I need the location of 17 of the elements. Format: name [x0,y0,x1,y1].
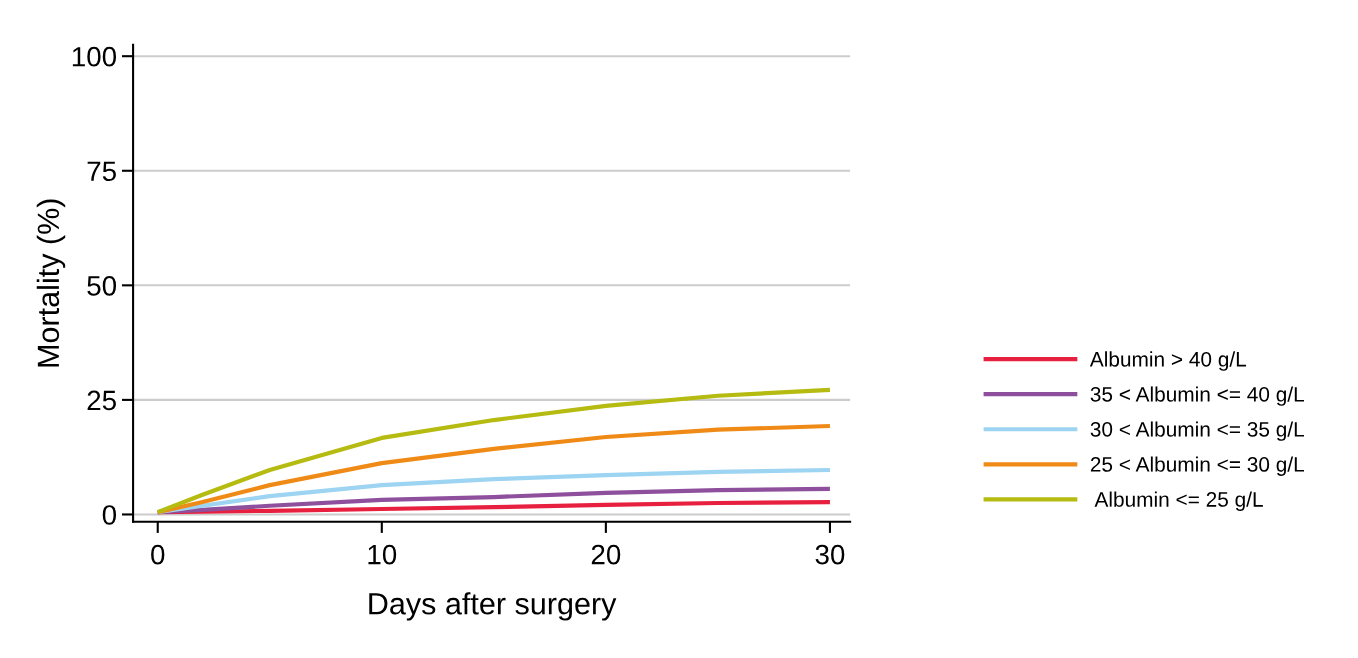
legend-label: Albumin <= 25 g/L [1094,491,1263,511]
x-tick-label: 20 [591,544,621,565]
y-axis-title: Mortality (%) [36,199,66,367]
y-tick-label: 100 [72,46,117,67]
x-tick-label: 0 [151,544,165,565]
x-axis-title: Days after surgery [369,592,617,621]
legend-label: 35 < Albumin <= 40 g/L [1090,386,1305,406]
y-tick-label: 0 [102,505,117,525]
y-tick-label: 50 [87,276,117,296]
legend-label: 25 < Albumin <= 30 g/L [1090,456,1305,476]
x-tick-label: 30 [815,544,845,565]
y-tick-label: 25 [87,390,116,411]
legend-label: Albumin > 40 g/L [1089,351,1247,371]
line-series [155,387,833,515]
y-tick-label: 75 [87,161,116,182]
legend-label: 30 < Albumin <= 35 g/L [1090,421,1305,441]
x-tick-label: 10 [368,544,397,565]
